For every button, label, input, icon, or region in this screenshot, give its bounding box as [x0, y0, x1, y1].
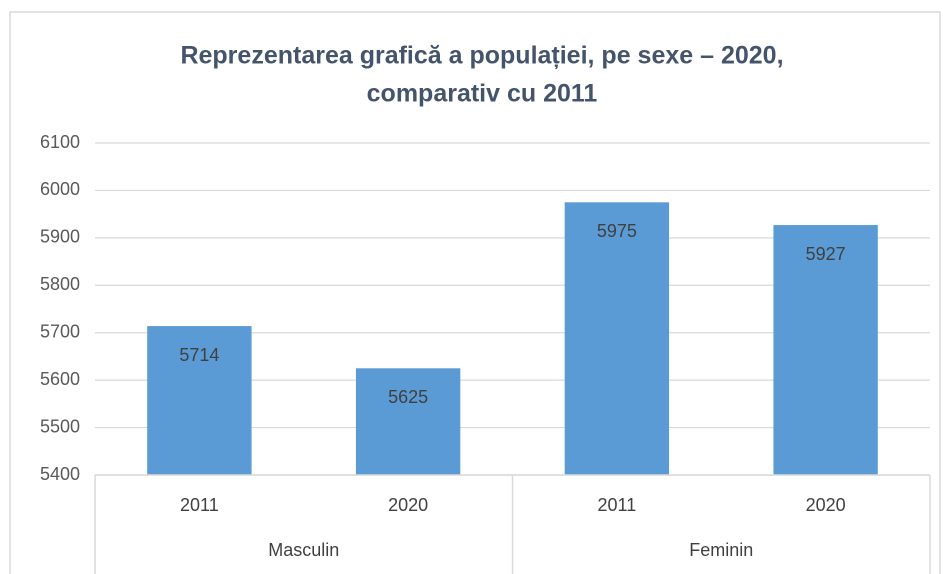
bar: [147, 326, 252, 475]
chart-title: comparativ cu 2011: [367, 80, 598, 108]
x-tick-label: 2011: [598, 495, 637, 515]
group-label: Feminin: [689, 540, 753, 560]
data-label: 5927: [806, 244, 846, 264]
bar: [773, 225, 878, 475]
y-tick-label: 6100: [40, 132, 80, 152]
y-tick-label: 5800: [40, 274, 80, 294]
y-tick-label: 5400: [40, 464, 80, 484]
bar: [355, 368, 461, 475]
y-tick-label: 5900: [40, 227, 80, 247]
group-label: Masculin: [268, 540, 339, 560]
x-tick-label: 2020: [806, 495, 846, 515]
y-tick-label: 5600: [40, 369, 80, 389]
x-tick-label: 2011: [180, 495, 219, 515]
bar: [564, 202, 670, 476]
data-label: 5714: [179, 345, 219, 365]
x-tick-label: 2020: [388, 495, 428, 515]
chart-title: Reprezentarea grafică a populației, pe s…: [180, 42, 783, 70]
data-label: 5975: [597, 221, 637, 241]
y-tick-label: 5700: [40, 321, 80, 341]
y-tick-label: 5500: [40, 416, 80, 436]
data-label: 5625: [388, 387, 428, 407]
y-tick-label: 6000: [40, 179, 80, 199]
